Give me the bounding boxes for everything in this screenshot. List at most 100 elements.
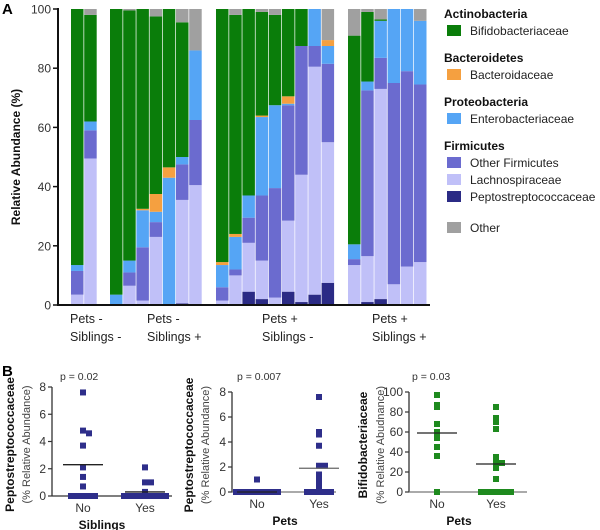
bar-segment-bifidobacteriaceae [348, 35, 361, 245]
legend-swatch [447, 157, 461, 168]
data-point [80, 473, 86, 480]
legend-item-other-firmicutes: Other Firmicutes [447, 156, 559, 170]
legend: Actinobacteria Bifidobacteriaceae Bacteroi… [444, 7, 596, 235]
data-point [322, 489, 328, 495]
bar-segment-other [176, 9, 189, 23]
bar-segment-other-firmicutes [216, 287, 229, 301]
data-point [493, 459, 499, 465]
bar-segment-enterobacteriaceae [136, 210, 149, 248]
legend-swatch [447, 113, 461, 124]
bar-sample [149, 9, 163, 305]
dot-y-tick-label: 2 [219, 460, 226, 474]
bar-sample [361, 9, 374, 305]
legend-swatch [447, 69, 461, 80]
dot-series-no [63, 389, 103, 499]
bar-segment-other-firmicutes [136, 247, 149, 301]
data-point [316, 480, 322, 487]
dot-y-tick-label: 40 [390, 445, 404, 459]
bar-segment-enterobacteriaceae [71, 265, 84, 271]
dot-y-axis-subtitle: (% Relative Abundance) [200, 386, 212, 504]
legend-phylum-firmicutes: Firmicutes [444, 139, 505, 153]
legend-phylum-actinobacteria: Actinobacteria [444, 7, 528, 21]
bar-segment-other-firmicutes [308, 46, 321, 67]
panel-label-a: A [2, 1, 13, 18]
data-point [151, 493, 157, 499]
bar-segment-enterobacteriaceae [110, 294, 123, 305]
legend-item-other: Other [447, 221, 500, 235]
group-label-line2: Siblings - [262, 330, 313, 344]
dot-x-tick-label-yes: Yes [309, 497, 329, 511]
bar-segment-enterobacteriaceae [268, 105, 282, 189]
bar-sample [374, 9, 387, 305]
bar-segment-bifidobacteriaceae [136, 9, 149, 209]
dot-y-tick-label: 4 [39, 435, 46, 449]
bar-sample [242, 9, 255, 305]
data-point [80, 442, 86, 449]
data-point [304, 489, 310, 495]
data-point [493, 454, 499, 460]
bar-sample [400, 9, 414, 305]
bar-segment-lachnospiraceae [387, 284, 401, 305]
bar-segment-other [123, 9, 136, 11]
legend-item-enterobacteriaceae: Enterobacteriaceae [447, 112, 574, 126]
bar-segment-bifidobacteriaceae [282, 9, 295, 97]
legend-label: Lachnospiraceae [470, 173, 562, 187]
bar-sample [162, 9, 176, 305]
dot-series-yes [121, 464, 169, 499]
bar-segment-bacteroidaceae [282, 96, 295, 104]
bar-segment-lachnospiraceae [149, 236, 163, 305]
bar-y-tick-label: 40 [38, 180, 52, 194]
bar-segment-lachnospiraceae [216, 300, 229, 305]
data-point [493, 426, 499, 432]
bar-segment-bifidobacteriaceae [255, 11, 269, 116]
bar-sample [84, 9, 97, 305]
bar-segment-enterobacteriaceae [176, 157, 189, 165]
bar-segment-lachnospiraceae [414, 262, 427, 305]
data-point [157, 493, 163, 499]
group-label-line1: Pets + [372, 312, 408, 326]
bar-segment-bacteroidaceae [149, 194, 163, 212]
dot-y-tick-label: 6 [39, 407, 46, 421]
bar-segment-bifidobacteriaceae [110, 9, 123, 295]
data-point [86, 430, 92, 437]
data-point [74, 493, 80, 499]
dot-x-tick-label-yes: Yes [486, 497, 506, 511]
dot-y-axis-title: Peptostreptococcaceae [3, 377, 17, 512]
legend-swatch [447, 25, 461, 36]
bar-sample [308, 9, 321, 305]
data-point [80, 483, 86, 490]
bar-segment-lachnospiraceae [71, 294, 84, 305]
legend-label: Enterobacteriaceae [470, 112, 574, 126]
bar-segment-bacteroidaceae [229, 233, 242, 237]
data-point [133, 493, 139, 499]
data-point [80, 464, 86, 471]
bar-segment-other-firmicutes [229, 269, 242, 276]
data-point [478, 489, 484, 495]
legend-label: Bacteroidaceae [470, 68, 554, 82]
dot-y-tick-label: 0 [396, 485, 403, 499]
dot-x-tick-label-no: No [249, 497, 265, 511]
data-point [322, 462, 328, 469]
dot-y-tick-label: 20 [390, 465, 404, 479]
data-point [80, 389, 86, 396]
dot-y-tick-label: 8 [39, 380, 46, 394]
bar-segment-bifidobacteriaceae [162, 9, 176, 168]
bar-segment-peptostreptococcaceae [242, 291, 255, 305]
data-point [316, 489, 322, 495]
data-point [145, 493, 151, 499]
data-point [86, 493, 92, 499]
panel-label-b: B [2, 363, 13, 380]
bar-segment-other [348, 9, 361, 36]
bar-segment-bacteroidaceae [321, 40, 335, 46]
bar-segment-enterobacteriaceae [255, 117, 269, 196]
data-point [148, 479, 154, 486]
data-point [80, 427, 86, 434]
bar-segment-peptostreptococcaceae [255, 299, 269, 305]
bar-segment-other-firmicutes [123, 272, 136, 286]
bar-segment-other [84, 9, 97, 15]
legend-swatch [447, 191, 461, 202]
data-point [316, 394, 322, 400]
dot-y-axis-subtitle: (% Relative Abundance) [21, 385, 33, 503]
bar-segment-lachnospiraceae [321, 142, 335, 283]
